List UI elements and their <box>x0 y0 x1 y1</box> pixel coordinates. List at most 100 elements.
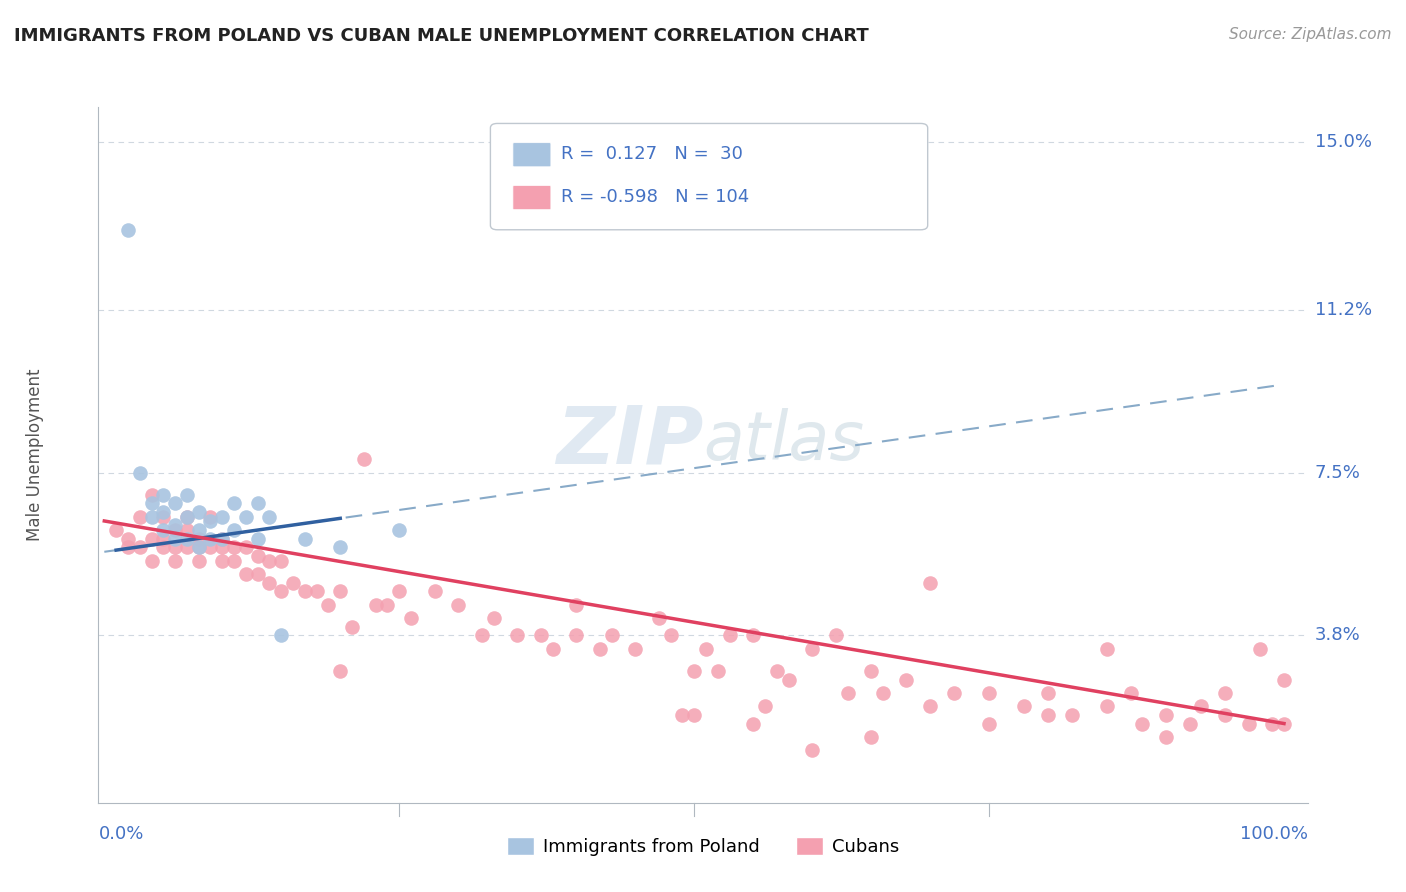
Point <box>920 698 942 713</box>
Point <box>117 223 139 237</box>
Text: 100.0%: 100.0% <box>1240 825 1308 843</box>
Point <box>105 523 128 537</box>
Point <box>259 509 281 524</box>
Point <box>1036 686 1059 700</box>
Point <box>176 487 198 501</box>
Point <box>399 611 422 625</box>
Point <box>388 584 411 599</box>
Point <box>695 641 717 656</box>
Point <box>977 716 1000 731</box>
Point <box>152 541 174 555</box>
Point <box>176 541 198 555</box>
Point <box>824 628 846 642</box>
Point <box>222 523 245 537</box>
Point <box>165 532 187 546</box>
Point <box>659 628 682 642</box>
Point <box>187 553 209 567</box>
Point <box>211 553 233 567</box>
Legend: Immigrants from Poland, Cubans: Immigrants from Poland, Cubans <box>499 830 907 863</box>
Point <box>246 549 269 564</box>
Text: R = -0.598   N = 104: R = -0.598 N = 104 <box>561 188 749 206</box>
Text: Male Unemployment: Male Unemployment <box>27 368 44 541</box>
Text: R =  0.127   N =  30: R = 0.127 N = 30 <box>561 145 742 163</box>
Point <box>222 541 245 555</box>
Point <box>128 466 150 480</box>
Point <box>294 584 316 599</box>
Point <box>235 566 257 581</box>
Point <box>718 628 741 642</box>
Point <box>765 664 787 678</box>
Text: 7.5%: 7.5% <box>1315 464 1361 482</box>
Point <box>837 686 859 700</box>
Point <box>152 509 174 524</box>
Point <box>1154 707 1177 722</box>
Point <box>117 532 139 546</box>
Point <box>165 496 187 510</box>
Point <box>187 541 209 555</box>
Text: 15.0%: 15.0% <box>1315 133 1372 152</box>
Point <box>270 553 292 567</box>
Point <box>222 496 245 510</box>
Point <box>165 541 187 555</box>
Point <box>364 598 387 612</box>
Point <box>1213 686 1236 700</box>
Point <box>506 628 529 642</box>
Point <box>165 553 187 567</box>
Point <box>259 553 281 567</box>
Point <box>1154 730 1177 744</box>
Point <box>471 628 494 642</box>
Point <box>246 496 269 510</box>
Point <box>152 487 174 501</box>
Point <box>128 509 150 524</box>
Point <box>200 532 222 546</box>
Point <box>329 584 352 599</box>
Point <box>1213 707 1236 722</box>
Text: IMMIGRANTS FROM POLAND VS CUBAN MALE UNEMPLOYMENT CORRELATION CHART: IMMIGRANTS FROM POLAND VS CUBAN MALE UNE… <box>14 27 869 45</box>
Point <box>235 509 257 524</box>
Point <box>683 707 706 722</box>
Point <box>152 505 174 519</box>
Point <box>801 743 824 757</box>
Text: ZIP: ZIP <box>555 402 703 480</box>
Point <box>176 509 198 524</box>
Point <box>235 541 257 555</box>
Point <box>1095 698 1118 713</box>
Point <box>671 707 693 722</box>
Point <box>377 598 399 612</box>
Point <box>565 598 588 612</box>
Point <box>872 686 894 700</box>
Point <box>1060 707 1083 722</box>
Point <box>200 541 222 555</box>
Text: 3.8%: 3.8% <box>1315 626 1361 644</box>
Point <box>920 575 942 590</box>
Point <box>187 505 209 519</box>
Point <box>329 541 352 555</box>
Point <box>1272 716 1295 731</box>
Point <box>541 641 564 656</box>
Point <box>305 584 328 599</box>
Point <box>259 575 281 590</box>
Point <box>1178 716 1201 731</box>
Point <box>860 664 883 678</box>
Point <box>1095 641 1118 656</box>
Point <box>742 716 765 731</box>
Point <box>152 523 174 537</box>
Point <box>294 532 316 546</box>
Point <box>1272 673 1295 687</box>
Point <box>1249 641 1271 656</box>
Point <box>281 575 304 590</box>
Point <box>340 620 363 634</box>
Point <box>648 611 671 625</box>
Point <box>141 509 163 524</box>
Point <box>1036 707 1059 722</box>
Text: 11.2%: 11.2% <box>1315 301 1372 318</box>
Point <box>211 532 233 546</box>
Point <box>683 664 706 678</box>
Point <box>318 598 340 612</box>
Point <box>128 541 150 555</box>
Point <box>388 523 411 537</box>
Text: atlas: atlas <box>703 408 865 474</box>
Point <box>211 541 233 555</box>
Point <box>141 496 163 510</box>
Point <box>801 641 824 656</box>
